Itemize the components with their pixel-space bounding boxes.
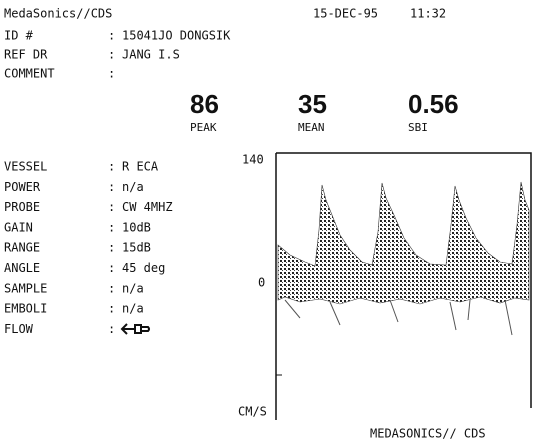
metric-value: 86 xyxy=(190,89,219,119)
field-separator: : xyxy=(108,302,115,316)
metric-value: 0.56 xyxy=(408,89,459,119)
field-separator: : xyxy=(108,281,115,295)
field-value: n/a xyxy=(122,180,144,194)
metric-value: 35 xyxy=(298,89,327,119)
field-value: 45 deg xyxy=(122,261,165,275)
page: MedaSonics//CDS 15-DEC-95 11:32 ID #:150… xyxy=(0,0,541,448)
field-label: SAMPLE xyxy=(4,281,47,295)
printout: MedaSonics//CDS 15-DEC-95 11:32 ID #:150… xyxy=(0,0,541,448)
field-value: n/a xyxy=(122,281,144,295)
field-label: ANGLE xyxy=(4,261,40,275)
noise-streaks xyxy=(285,300,512,335)
field-value: JANG I.S xyxy=(122,48,180,62)
metrics: 86 PEAK 35 MEAN 0.56 SBI xyxy=(190,89,459,134)
field-separator: : xyxy=(108,29,115,43)
field-label: REF DR xyxy=(4,48,48,62)
y-top-label: 140 xyxy=(242,153,264,167)
field-separator: : xyxy=(108,261,115,275)
spectral-waveform xyxy=(278,182,529,304)
field-label: COMMENT xyxy=(4,67,55,81)
field-label: GAIN xyxy=(4,220,33,234)
field-value: n/a xyxy=(122,302,144,316)
time: 11:32 xyxy=(410,7,446,21)
footer: MEDASONICS// CDS xyxy=(370,427,486,441)
field-label: ID # xyxy=(4,29,34,43)
field-label: VESSEL xyxy=(4,160,47,174)
field-label: FLOW xyxy=(4,322,34,336)
y-zero-label: 0 xyxy=(258,276,265,290)
y-unit: CM/S xyxy=(238,405,267,419)
field-separator: : xyxy=(108,322,115,336)
field-separator: : xyxy=(108,160,115,174)
field-label: RANGE xyxy=(4,241,40,255)
field-value: CW 4MHZ xyxy=(122,200,173,214)
field-value: 15041JO DONGSIK xyxy=(122,29,231,43)
field-label: EMBOLI xyxy=(4,302,47,316)
field-separator: : xyxy=(108,67,115,81)
field-value: 15dB xyxy=(122,241,151,255)
metric-label: PEAK xyxy=(190,121,217,134)
field-separator: : xyxy=(108,241,115,255)
field-separator: : xyxy=(108,48,115,62)
field-separator: : xyxy=(108,180,115,194)
field-separator: : xyxy=(108,200,115,214)
field-value: 10dB xyxy=(122,220,151,234)
metric-label: MEAN xyxy=(298,121,325,134)
brand: MedaSonics//CDS xyxy=(4,7,112,21)
field-value: R ECA xyxy=(122,160,159,174)
field-label: POWER xyxy=(4,180,41,194)
field-separator: : xyxy=(108,220,115,234)
flow-icon xyxy=(122,324,149,334)
field-label: PROBE xyxy=(4,200,40,214)
spectrum-plot: 140 0 CM/S MEDASONICS// CDS xyxy=(238,153,531,441)
metric-label: SBI xyxy=(408,121,428,134)
date: 15-DEC-95 xyxy=(313,7,378,21)
